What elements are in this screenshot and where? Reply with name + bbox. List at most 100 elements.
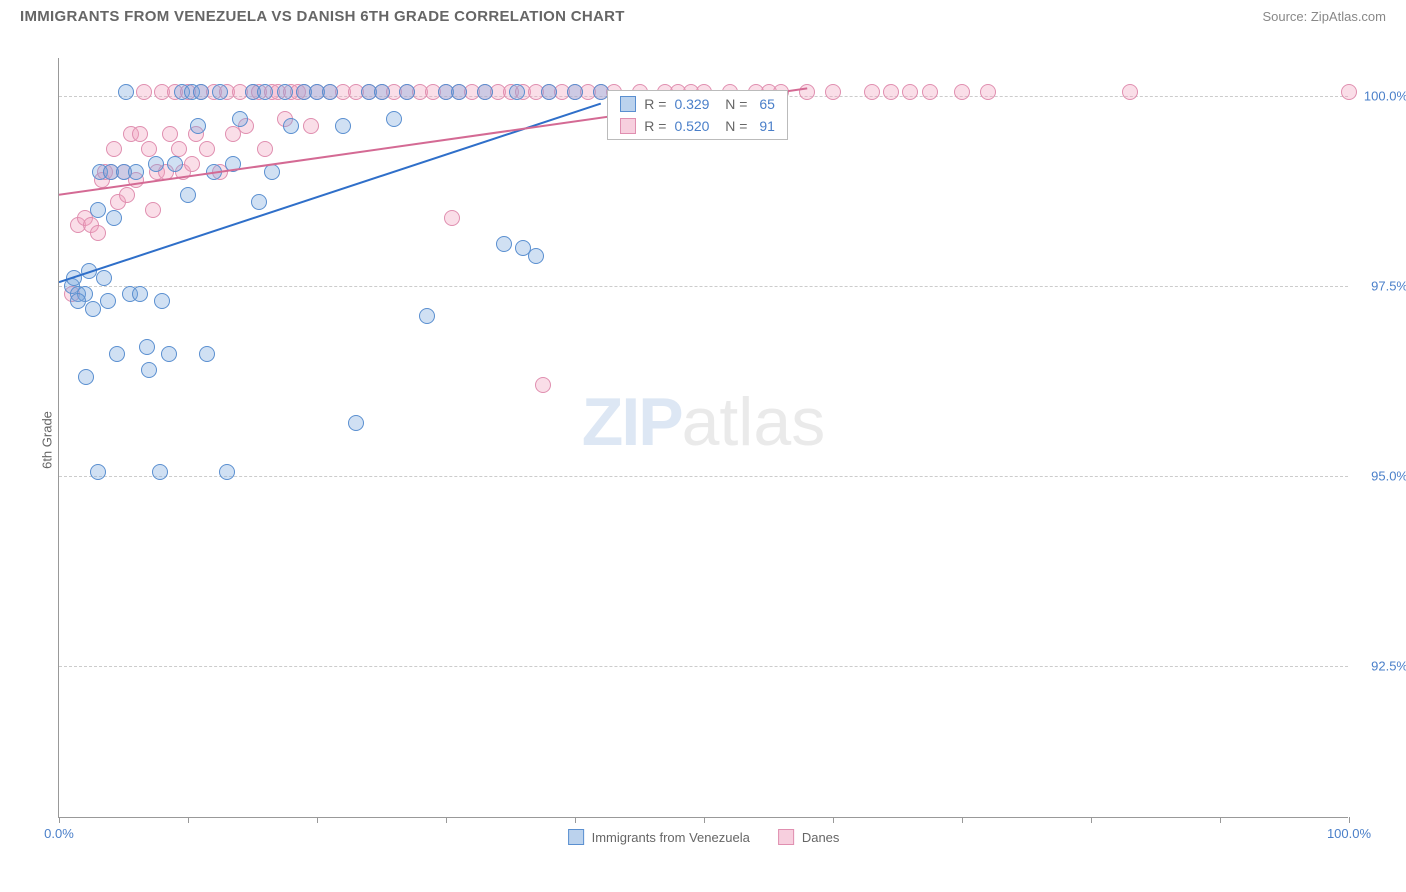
data-point	[257, 141, 273, 157]
x-tick	[575, 817, 576, 823]
x-tick	[704, 817, 705, 823]
data-point	[219, 464, 235, 480]
data-point	[161, 346, 177, 362]
data-point	[954, 84, 970, 100]
data-point	[81, 263, 97, 279]
data-point	[132, 126, 148, 142]
data-point	[232, 111, 248, 127]
data-point	[1122, 84, 1138, 100]
data-point	[206, 164, 222, 180]
data-point	[136, 84, 152, 100]
data-point	[496, 236, 512, 252]
data-point	[825, 84, 841, 100]
stat-r-value: 0.520	[674, 118, 709, 134]
data-point	[799, 84, 815, 100]
data-point	[148, 156, 164, 172]
legend-label-a: Immigrants from Venezuela	[592, 830, 750, 845]
data-point	[90, 225, 106, 241]
data-point	[154, 293, 170, 309]
data-point	[171, 141, 187, 157]
legend-item-b: Danes	[778, 829, 840, 845]
data-point	[444, 210, 460, 226]
stats-row-b: R = 0.520 N = 91	[608, 115, 787, 137]
y-tick-label: 97.5%	[1353, 279, 1406, 294]
data-point	[199, 346, 215, 362]
data-point	[90, 202, 106, 218]
data-point	[277, 84, 293, 100]
data-point	[451, 84, 467, 100]
data-point	[303, 118, 319, 134]
data-point	[119, 187, 135, 203]
y-tick-label: 95.0%	[1353, 469, 1406, 484]
data-point	[335, 118, 351, 134]
data-point	[399, 84, 415, 100]
data-point	[883, 84, 899, 100]
data-point	[509, 84, 525, 100]
x-tick	[188, 817, 189, 823]
stat-n-label: N =	[717, 96, 747, 112]
watermark-atlas: atlas	[682, 384, 826, 460]
data-point	[257, 84, 273, 100]
data-point	[100, 293, 116, 309]
gridline	[59, 666, 1348, 667]
chart-title: IMMIGRANTS FROM VENEZUELA VS DANISH 6TH …	[20, 8, 625, 25]
data-point	[78, 369, 94, 385]
data-point	[139, 339, 155, 355]
x-tick	[833, 817, 834, 823]
data-point	[1341, 84, 1357, 100]
data-point	[535, 377, 551, 393]
stats-row-a: R = 0.329 N = 65	[608, 93, 787, 115]
stat-r-label: R =	[644, 96, 666, 112]
stat-n-label: N =	[717, 118, 747, 134]
data-point	[145, 202, 161, 218]
trend-lines	[59, 58, 1349, 818]
data-point	[541, 84, 557, 100]
data-point	[132, 286, 148, 302]
data-point	[193, 84, 209, 100]
data-point	[225, 156, 241, 172]
data-point	[386, 111, 402, 127]
legend-item-a: Immigrants from Venezuela	[568, 829, 750, 845]
data-point	[264, 164, 280, 180]
x-tick	[1220, 817, 1221, 823]
data-point	[167, 156, 183, 172]
data-point	[190, 118, 206, 134]
source-link[interactable]: ZipAtlas.com	[1311, 9, 1386, 24]
data-point	[419, 308, 435, 324]
y-tick-label: 92.5%	[1353, 659, 1406, 674]
x-tick-label: 100.0%	[1327, 826, 1371, 841]
x-tick	[446, 817, 447, 823]
legend-swatch	[620, 118, 636, 134]
data-point	[477, 84, 493, 100]
legend-swatch	[568, 829, 584, 845]
legend-swatch	[778, 829, 794, 845]
data-point	[184, 156, 200, 172]
source-prefix: Source:	[1262, 9, 1310, 24]
data-point	[374, 84, 390, 100]
data-point	[162, 126, 178, 142]
data-point	[567, 84, 583, 100]
x-tick	[962, 817, 963, 823]
data-point	[251, 194, 267, 210]
data-point	[902, 84, 918, 100]
legend-label-b: Danes	[802, 830, 840, 845]
data-point	[118, 84, 134, 100]
legend-swatch	[620, 96, 636, 112]
data-point	[864, 84, 880, 100]
stat-n-value: 91	[755, 118, 774, 134]
data-point	[106, 210, 122, 226]
watermark-zip: ZIP	[582, 384, 682, 460]
y-tick-label: 100.0%	[1353, 89, 1406, 104]
data-point	[128, 164, 144, 180]
bottom-legend: Immigrants from Venezuela Danes	[568, 829, 840, 845]
stat-n-value: 65	[755, 96, 774, 112]
data-point	[922, 84, 938, 100]
x-tick	[1091, 817, 1092, 823]
data-point	[283, 118, 299, 134]
data-point	[199, 141, 215, 157]
data-point	[106, 141, 122, 157]
x-tick-label: 0.0%	[44, 826, 74, 841]
gridline	[59, 286, 1348, 287]
data-point	[85, 301, 101, 317]
chart-container: 6th Grade ZIPatlas 92.5%95.0%97.5%100.0%…	[20, 40, 1386, 840]
